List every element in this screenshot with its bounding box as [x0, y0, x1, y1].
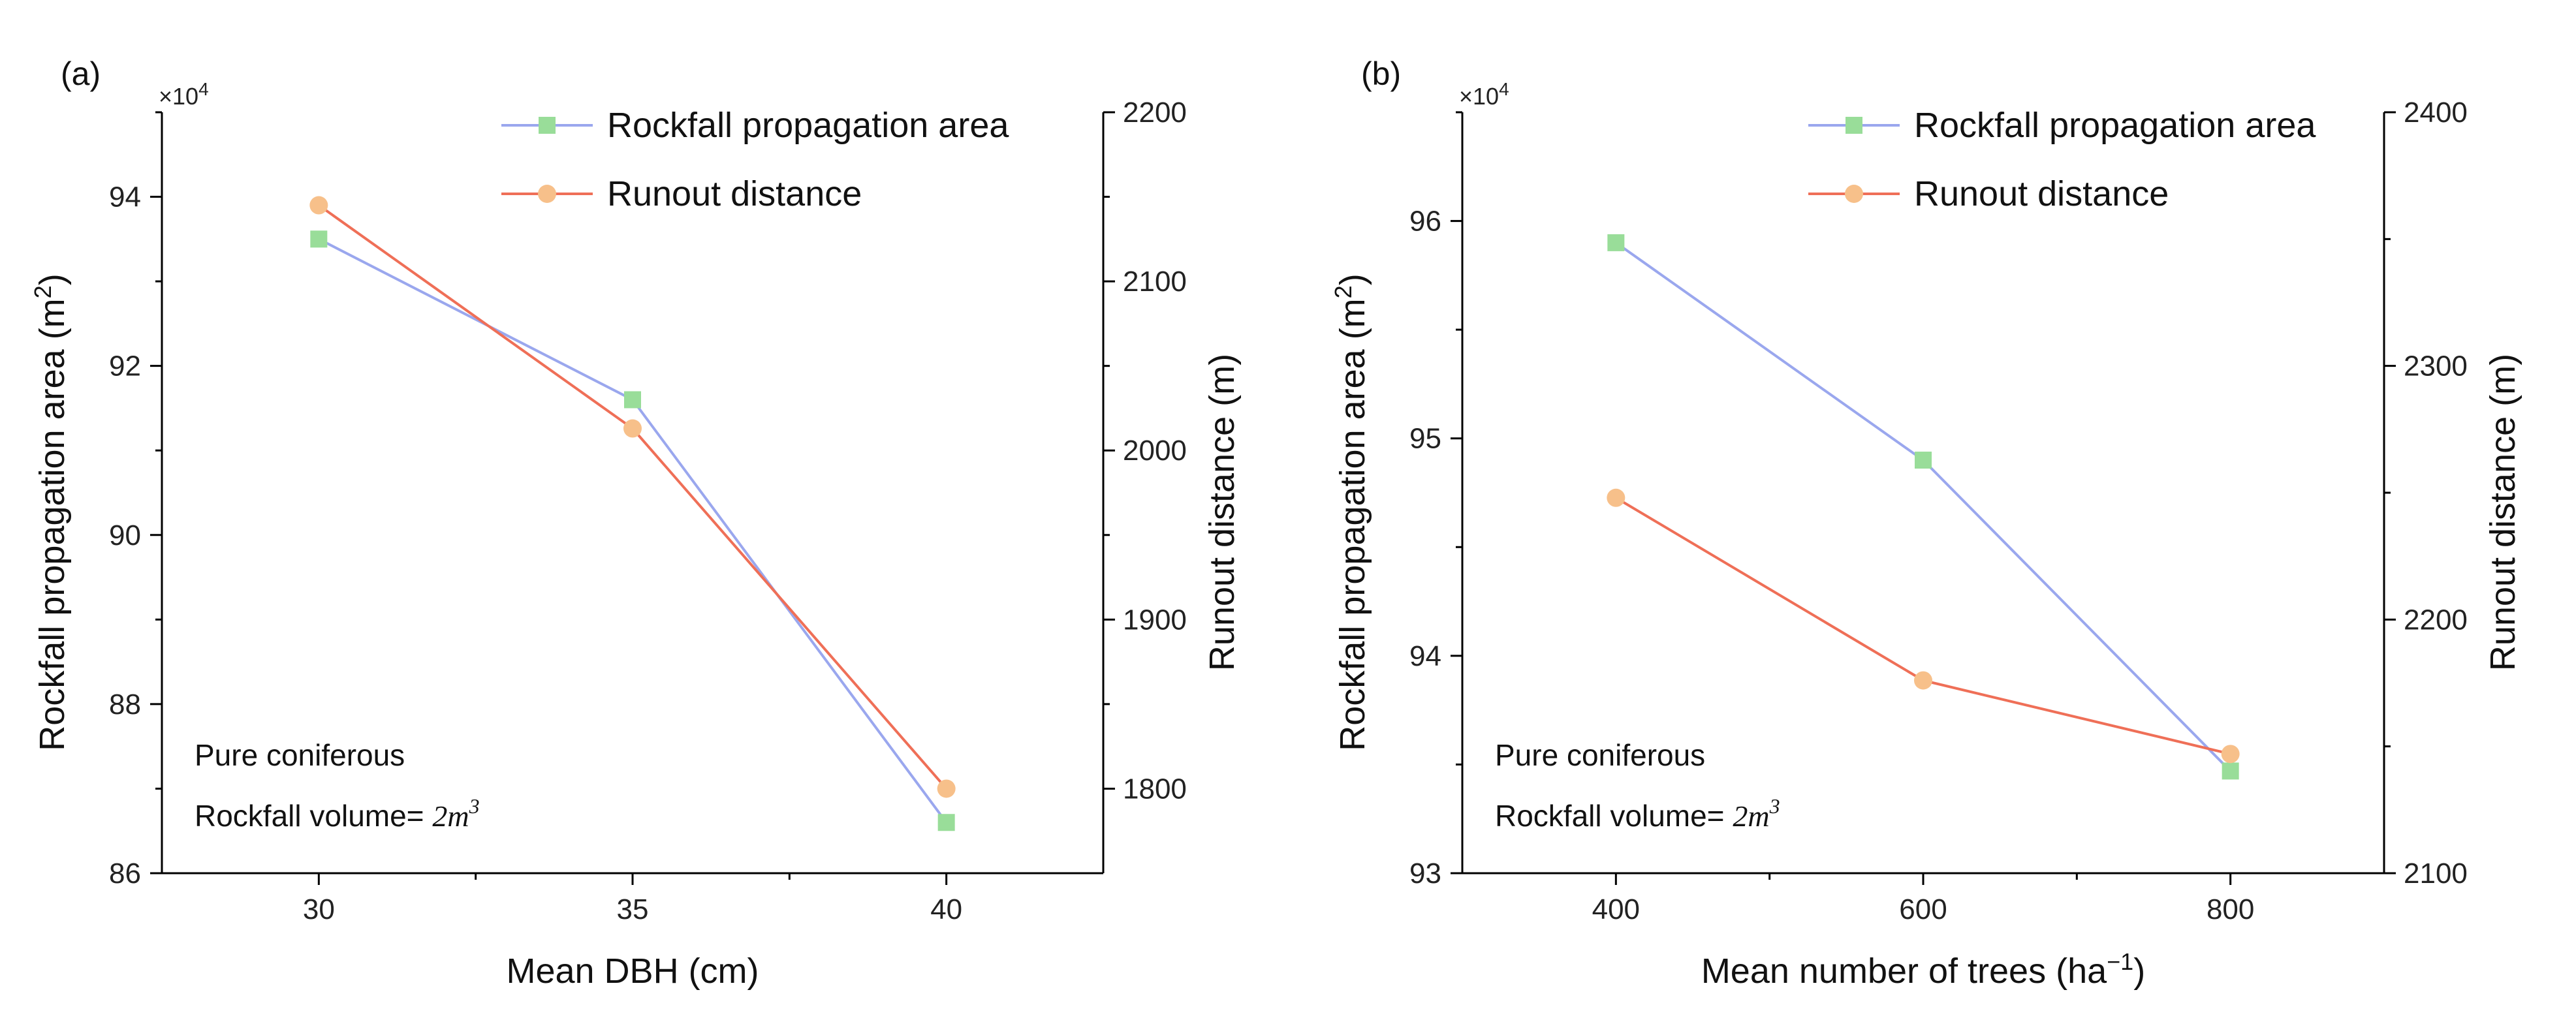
y-right-tick-label: 2000	[1123, 435, 1187, 467]
y-right-axis-title: Runout distance (m)	[1202, 354, 1242, 671]
x-axis-title: Mean number of trees (ha−1)	[1701, 948, 2145, 991]
runout-series-line	[318, 204, 948, 790]
y-left-axis-title: Rockfall propagation area (m2)	[1330, 273, 1372, 751]
area-data-point	[624, 391, 641, 409]
x-tick-label: 40	[930, 893, 962, 925]
y-left-multiplier: ×104	[159, 79, 209, 110]
area-data-point	[2222, 762, 2239, 780]
legend-circle-marker	[1845, 185, 1863, 203]
y-right-tick-label: 2100	[1123, 266, 1187, 298]
annotation-rockfall-volume: Rockfall volume= 2m3	[1495, 794, 1780, 833]
legend: Rockfall propagation area Runout distance	[1808, 106, 2316, 213]
runout-data-point	[623, 419, 642, 438]
y-left-multiplier: ×104	[1459, 79, 1509, 110]
area-series-line	[1615, 241, 2232, 772]
y-right-tick-label: 2300	[2404, 350, 2468, 382]
runout-data-point	[937, 779, 956, 798]
y-left-tick-label: 90	[109, 519, 141, 551]
annotation-forest-type: Pure coniferous	[1495, 738, 1705, 772]
panel-a: 30 35 40 86 88 90 92 94 1800 1900 2000 2100 2200 (a) ×…	[29, 55, 1242, 991]
legend-label: Rockfall propagation area	[1914, 106, 2316, 145]
y-right-axis-title: Runout distance (m)	[2483, 354, 2522, 671]
area-data-point	[1915, 452, 1932, 469]
y-right-tick-label: 2400	[2404, 97, 2468, 129]
runout-data-point	[1914, 671, 1932, 690]
y-left-tick-label: 94	[109, 181, 141, 213]
area-data-point	[310, 230, 328, 248]
x-axis-title: Mean DBH (cm)	[506, 952, 759, 991]
runout-data-point	[309, 196, 328, 215]
runout-series-line	[1615, 497, 2231, 756]
x-tick-label: 30	[303, 893, 335, 925]
panel-label: (b)	[1361, 55, 1401, 92]
x-tick-label: 400	[1592, 893, 1640, 925]
y-left-tick-label: 96	[1409, 206, 1441, 238]
legend-label: Rockfall propagation area	[607, 106, 1009, 145]
area-series-line	[318, 238, 948, 824]
legend-label: Runout distance	[1914, 174, 2169, 213]
y-right-tick-label: 2200	[1123, 97, 1187, 129]
panel-label: (a)	[61, 55, 101, 92]
y-right-tick-label: 1800	[1123, 773, 1187, 805]
annotation-forest-type: Pure coniferous	[195, 738, 405, 772]
legend-square-marker	[1846, 117, 1862, 134]
legend: Rockfall propagation area Runout distance	[501, 106, 1009, 213]
x-tick-label: 35	[617, 893, 649, 925]
runout-data-point	[1607, 488, 1626, 507]
y-left-tick-label: 86	[109, 858, 141, 890]
x-tick-label: 800	[2207, 893, 2254, 925]
runout-data-point	[2221, 745, 2240, 764]
x-tick-label: 600	[1899, 893, 1947, 925]
y-right-tick-label: 2100	[2404, 858, 2468, 890]
area-data-point	[1607, 234, 1625, 251]
y-left-axis-title: Rockfall propagation area (m2)	[29, 273, 72, 751]
legend-circle-marker	[538, 185, 556, 203]
area-data-point	[937, 814, 955, 831]
legend-label: Runout distance	[607, 174, 862, 213]
y-right-tick-label: 2200	[2404, 604, 2468, 636]
y-left-tick-label: 93	[1409, 858, 1441, 890]
panel-b: 400 600 800 93 94 95 96 2100 2200 2300 2400 (b) ×104…	[1330, 55, 2522, 991]
y-left-tick-label: 88	[109, 689, 141, 720]
y-left-tick-label: 95	[1409, 423, 1441, 455]
y-right-tick-label: 1900	[1123, 604, 1187, 636]
y-left-tick-label: 94	[1409, 640, 1441, 672]
annotation-rockfall-volume: Rockfall volume= 2m3	[195, 794, 480, 833]
legend-square-marker	[539, 117, 556, 134]
y-left-tick-label: 92	[109, 350, 141, 382]
